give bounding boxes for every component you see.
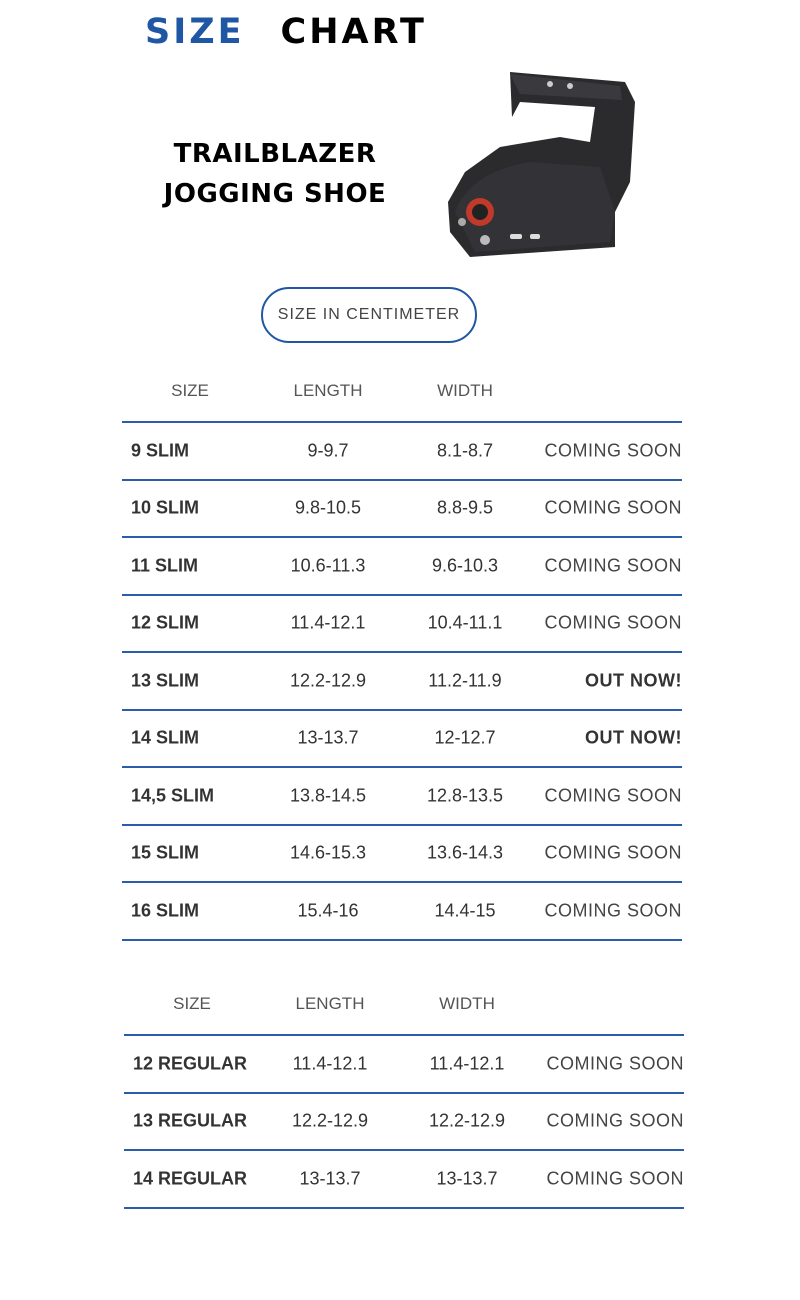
width-cell: 12.2-12.9 (428, 1110, 506, 1131)
product-name: TRAILBLAZER JOGGING SHOE (140, 134, 410, 214)
length-cell: 15.4-16 (297, 900, 359, 921)
availability-cell: OUT NOW! (585, 670, 682, 691)
availability-cell: COMING SOON (544, 785, 682, 806)
availability-cell: COMING SOON (544, 900, 682, 921)
width-cell: 13.6-14.3 (426, 842, 504, 863)
width-cell: 11.2-11.9 (428, 670, 502, 691)
width-cell: 13-13.7 (436, 1168, 498, 1189)
table-row: 14 SLIM 13-13.7 12-12.7 OUT NOW! (122, 708, 682, 767)
width-cell: 11.4-12.1 (429, 1053, 505, 1074)
column-header: WIDTH (437, 381, 493, 400)
length-cell: 11.4-12.1 (290, 612, 366, 633)
table-row: 16 SLIM 15.4-16 14.4-15 COMING SOON (122, 881, 682, 941)
table-header: SIZE LENGTH WIDTH (122, 361, 682, 421)
product-name-line1: TRAILBLAZER (173, 139, 377, 169)
availability-cell: COMING SOON (544, 612, 682, 633)
table-row: 12 SLIM 11.4-12.1 10.4-11.1 COMING SOON (122, 593, 682, 652)
table-row: 12 REGULAR 11.4-12.1 11.4-12.1 COMING SOON (124, 1034, 684, 1092)
size-cell: 9 SLIM (131, 440, 190, 461)
table-row: 13 SLIM 12.2-12.9 11.2-11.9 OUT NOW! (122, 651, 682, 709)
title-size: SIZE (145, 12, 245, 52)
regular-size-table: SIZE LENGTH WIDTH 12 REGULAR 11.4-12.1 11.4-1… (124, 974, 684, 1209)
availability-cell: COMING SOON (544, 555, 682, 576)
length-cell: 9-9.7 (307, 440, 349, 461)
availability-cell: COMING SOON (544, 497, 682, 518)
column-header: SIZE (171, 381, 209, 400)
slim-size-table: SIZE LENGTH WIDTH 9 SLIM 9-9.7 8.1-8.7 COMING … (122, 361, 682, 941)
unit-badge: SIZE IN CENTIMETER (261, 287, 477, 343)
size-cell: 12 SLIM (131, 612, 200, 633)
column-header: LENGTH (295, 994, 365, 1013)
size-cell: 11 SLIM (131, 555, 199, 576)
title-chart: CHART (280, 12, 427, 52)
availability-cell: COMING SOON (544, 842, 682, 863)
availability-cell: COMING SOON (546, 1053, 684, 1074)
width-cell: 8.8-9.5 (436, 497, 494, 518)
length-cell: 13-13.7 (297, 727, 359, 748)
length-cell: 12.2-12.9 (291, 1110, 369, 1131)
availability-cell: COMING SOON (544, 440, 682, 461)
length-cell: 13.8-14.5 (289, 785, 367, 806)
size-cell: 14,5 SLIM (131, 785, 215, 806)
column-header: LENGTH (293, 381, 363, 400)
table-row: 14,5 SLIM 13.8-14.5 12.8-13.5 COMING SOON (122, 766, 682, 824)
table-row: 10 SLIM 9.8-10.5 8.8-9.5 COMING SOON (122, 478, 682, 537)
availability-cell: COMING SOON (546, 1168, 684, 1189)
width-cell: 9.6-10.3 (431, 555, 499, 576)
length-cell: 9.8-10.5 (294, 497, 362, 518)
table-header: SIZE LENGTH WIDTH (124, 974, 684, 1034)
table-row: 15 SLIM 14.6-15.3 13.6-14.3 COMING SOON (122, 823, 682, 882)
size-cell: 13 REGULAR (133, 1110, 248, 1131)
width-cell: 14.4-15 (434, 900, 496, 921)
column-header: WIDTH (439, 994, 495, 1013)
width-cell: 8.1-8.7 (436, 440, 494, 461)
size-cell: 16 SLIM (131, 900, 200, 921)
column-header: SIZE (173, 994, 211, 1013)
length-cell: 11.4-12.1 (292, 1053, 368, 1074)
length-cell: 13-13.7 (299, 1168, 361, 1189)
width-cell: 12-12.7 (434, 727, 496, 748)
size-cell: 12 REGULAR (133, 1053, 248, 1074)
size-cell: 14 SLIM (131, 727, 200, 748)
hoof-boot-image (448, 72, 635, 257)
size-cell: 13 SLIM (131, 670, 200, 691)
table-row: 14 REGULAR 13-13.7 13-13.7 COMING SOON (124, 1149, 684, 1209)
length-cell: 14.6-15.3 (289, 842, 367, 863)
table-row: 13 REGULAR 12.2-12.9 12.2-12.9 COMING SOON (124, 1091, 684, 1150)
size-cell: 14 REGULAR (133, 1168, 248, 1189)
width-cell: 10.4-11.1 (427, 612, 503, 633)
availability-cell: OUT NOW! (585, 727, 682, 748)
size-cell: 15 SLIM (131, 842, 200, 863)
table-row: 9 SLIM 9-9.7 8.1-8.7 COMING SOON (122, 421, 682, 479)
length-cell: 10.6-11.3 (290, 555, 366, 576)
length-cell: 12.2-12.9 (289, 670, 367, 691)
width-cell: 12.8-13.5 (426, 785, 504, 806)
size-cell: 10 SLIM (131, 497, 200, 518)
availability-cell: COMING SOON (546, 1110, 684, 1131)
table-row: 11 SLIM 10.6-11.3 9.6-10.3 COMING SOON (122, 536, 682, 594)
product-name-line2: JOGGING SHOE (163, 179, 387, 209)
page-title: SIZE CHART (145, 12, 427, 52)
